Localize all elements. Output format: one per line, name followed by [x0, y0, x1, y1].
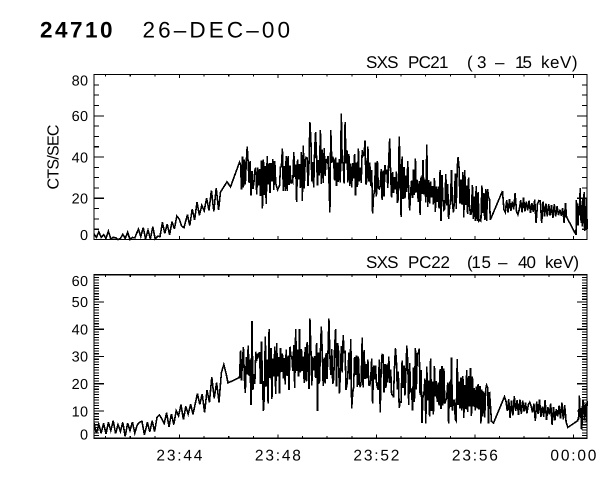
svg-text:PC21: PC21	[408, 53, 449, 72]
svg-text:PC22: PC22	[408, 253, 450, 272]
svg-text:20: 20	[72, 192, 89, 208]
svg-text:23:48: 23:48	[255, 448, 301, 465]
svg-text:40: 40	[518, 253, 536, 272]
svg-text:24710: 24710	[40, 18, 113, 43]
svg-text:23:44: 23:44	[156, 448, 202, 465]
svg-text:40: 40	[72, 150, 89, 166]
svg-text:5: 5	[482, 253, 491, 272]
svg-text:50: 50	[72, 295, 89, 311]
svg-text:(: (	[467, 53, 473, 72]
svg-text:3: 3	[477, 53, 486, 72]
svg-text:10: 10	[72, 404, 89, 420]
svg-text:23:56: 23:56	[452, 448, 498, 465]
svg-text:CTS/SEC: CTS/SEC	[46, 125, 63, 190]
svg-text:23:52: 23:52	[353, 448, 399, 465]
svg-text:30: 30	[72, 350, 89, 366]
svg-text:00:00: 00:00	[550, 448, 596, 465]
svg-text:–: –	[495, 53, 505, 72]
svg-text:80: 80	[72, 73, 89, 89]
svg-text:(: (	[467, 253, 473, 272]
svg-text:40: 40	[72, 323, 89, 339]
svg-text:keV): keV)	[545, 253, 579, 272]
svg-text:60: 60	[72, 109, 89, 125]
svg-text:60: 60	[72, 274, 89, 290]
svg-text:–: –	[498, 253, 508, 272]
svg-text:0: 0	[80, 428, 88, 444]
svg-text:SXS: SXS	[366, 53, 399, 72]
svg-text:15: 15	[515, 53, 532, 72]
svg-text:26–DEC–00: 26–DEC–00	[143, 18, 291, 43]
svg-text:20: 20	[72, 377, 89, 393]
svg-text:1: 1	[471, 253, 480, 272]
svg-text:SXS: SXS	[366, 253, 399, 272]
svg-text:0: 0	[80, 228, 88, 244]
svg-text:keV): keV)	[541, 53, 578, 72]
